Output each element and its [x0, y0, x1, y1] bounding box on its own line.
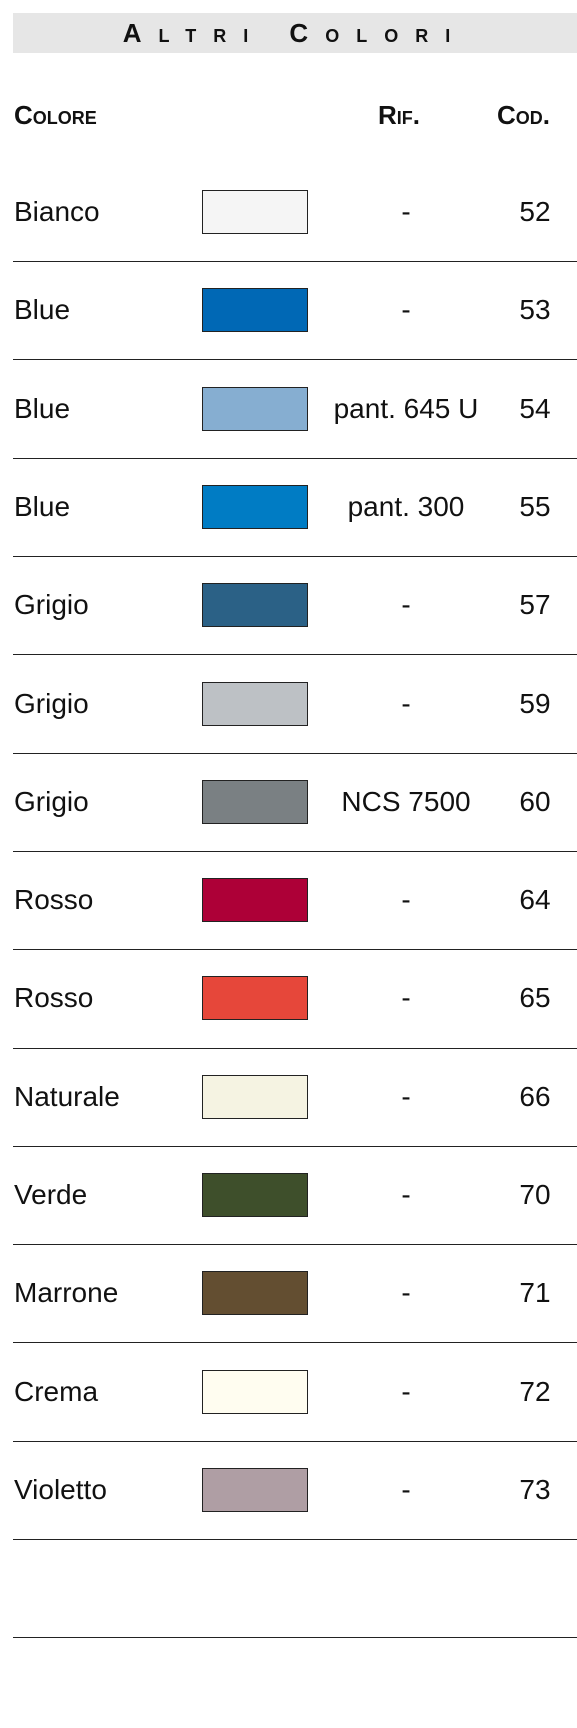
code: 53: [519, 294, 551, 326]
code: 71: [519, 1277, 551, 1309]
color-swatch: [202, 1467, 308, 1512]
column-header: Cod.: [497, 100, 550, 130]
row-divider: [13, 1342, 577, 1344]
color-swatch: [202, 976, 308, 1021]
code: 55: [519, 490, 551, 522]
reference: pant. 300: [347, 490, 465, 522]
row-divider: [13, 359, 577, 361]
color-name: Grigio: [14, 785, 89, 817]
color-swatch: [202, 779, 308, 824]
color-name: Blue: [14, 490, 71, 522]
reference: NCS 7500: [341, 785, 471, 817]
color-name: Marrone: [14, 1277, 119, 1309]
code: 72: [519, 1375, 551, 1407]
code: 54: [519, 392, 551, 424]
row-divider: [13, 654, 577, 656]
reference: -: [401, 1277, 411, 1309]
reference: -: [401, 1080, 411, 1112]
code: 60: [519, 785, 551, 817]
title-bar: [13, 13, 577, 53]
color-name: Grigio: [14, 589, 89, 621]
color-name: Bianco: [14, 196, 100, 227]
row-divider: [13, 949, 577, 951]
color-swatch: [202, 1271, 308, 1316]
color-swatch: [202, 288, 308, 333]
reference: -: [401, 196, 411, 227]
row-divider: [13, 1047, 577, 1049]
reference: -: [401, 1179, 411, 1210]
code: 65: [519, 982, 551, 1014]
code: 64: [519, 884, 551, 916]
code: 59: [519, 687, 551, 719]
color-swatch: [202, 1173, 308, 1217]
code: 66: [519, 1080, 551, 1112]
title: Altri Colori: [122, 18, 468, 48]
color-swatch: [202, 878, 308, 923]
row-divider: [13, 261, 577, 263]
reference: -: [401, 294, 411, 326]
column-header: Colore: [14, 100, 97, 130]
column-header: Rif.: [378, 100, 420, 130]
code: 57: [519, 589, 551, 621]
reference: pant. 645 U: [333, 392, 479, 424]
reference: -: [401, 687, 411, 719]
color-swatch: [202, 484, 308, 529]
reference: -: [401, 982, 411, 1014]
reference: -: [401, 1473, 411, 1505]
color-name: Verde: [14, 1179, 88, 1210]
color-swatch: [202, 190, 308, 234]
color-name: Rosso: [14, 884, 94, 916]
color-name: Grigio: [14, 687, 89, 719]
row-divider: [13, 457, 577, 459]
row-divider: [13, 850, 577, 852]
color-swatch: [202, 386, 308, 431]
color-swatch: [202, 1074, 308, 1119]
color-name: Blue: [14, 294, 71, 326]
color-name: Crema: [14, 1375, 99, 1407]
color-name: Rosso: [14, 982, 94, 1014]
row-divider: [13, 752, 577, 754]
row-divider: [13, 1244, 577, 1246]
row-divider: [13, 556, 577, 558]
code: 73: [519, 1473, 551, 1505]
row-divider: [13, 1539, 577, 1541]
reference: -: [401, 1375, 411, 1407]
row-divider: [13, 1637, 577, 1639]
color-name: Naturale: [14, 1080, 120, 1112]
reference: -: [401, 589, 411, 621]
row-divider: [13, 1145, 577, 1147]
color-name: Violetto: [14, 1473, 107, 1505]
code: 52: [519, 196, 551, 227]
reference: -: [401, 884, 411, 916]
code: 70: [519, 1179, 551, 1210]
row-divider: [13, 1440, 577, 1442]
color-name: Blue: [14, 392, 71, 424]
color-swatch: [202, 1369, 308, 1414]
color-swatch: [202, 681, 308, 726]
color-swatch: [202, 583, 308, 628]
